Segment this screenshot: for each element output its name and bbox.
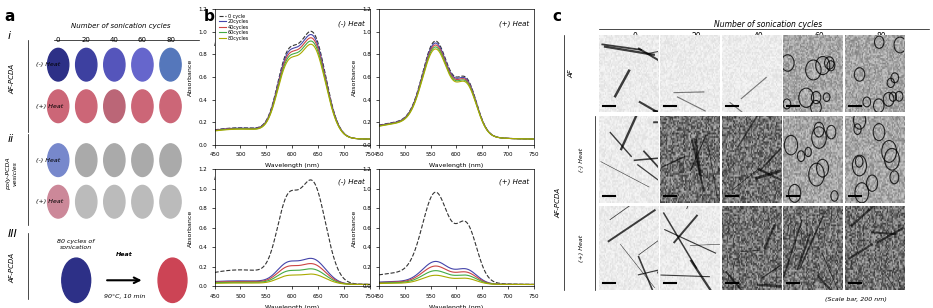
- Text: ii. poly-PCDA vesicles: ii. poly-PCDA vesicles: [215, 172, 332, 182]
- Text: (-) Heat: (-) Heat: [338, 179, 365, 185]
- Circle shape: [104, 144, 125, 176]
- Y-axis label: Absorbance: Absorbance: [352, 209, 357, 246]
- Text: 60: 60: [138, 37, 146, 43]
- Text: 60: 60: [815, 32, 825, 41]
- Circle shape: [132, 144, 153, 176]
- Text: Number of sonication cycles: Number of sonication cycles: [714, 20, 822, 29]
- X-axis label: Wavelength (nm): Wavelength (nm): [265, 305, 319, 308]
- Text: 40: 40: [110, 37, 118, 43]
- Circle shape: [132, 90, 153, 123]
- Text: AF-PCDA: AF-PCDA: [9, 63, 15, 94]
- Text: b: b: [204, 9, 215, 24]
- Circle shape: [160, 144, 181, 176]
- Text: Heat: Heat: [116, 252, 132, 257]
- X-axis label: Wavelength (nm): Wavelength (nm): [429, 163, 483, 168]
- Text: (-) Heat: (-) Heat: [338, 20, 365, 27]
- Text: 20: 20: [691, 32, 702, 41]
- Text: poly-PCDA
vesicles: poly-PCDA vesicles: [7, 158, 18, 190]
- X-axis label: Wavelength (nm): Wavelength (nm): [429, 305, 483, 308]
- Legend: 0 cycle, 20cycles, 40cycles, 60cycles, 80cycles: 0 cycle, 20cycles, 40cycles, 60cycles, 8…: [217, 12, 251, 43]
- Text: III: III: [8, 229, 18, 239]
- Circle shape: [132, 48, 153, 81]
- Text: i: i: [8, 31, 11, 41]
- Circle shape: [76, 185, 97, 218]
- Text: 80 cycles of
sonication: 80 cycles of sonication: [58, 239, 95, 250]
- Circle shape: [76, 144, 97, 176]
- Text: AF: AF: [569, 70, 575, 78]
- Text: (+) Heat: (+) Heat: [36, 104, 63, 109]
- Circle shape: [48, 144, 69, 176]
- Text: (+) Heat: (+) Heat: [36, 199, 63, 204]
- Circle shape: [48, 185, 69, 218]
- Circle shape: [160, 48, 181, 81]
- Text: 40: 40: [753, 32, 763, 41]
- Text: 0: 0: [633, 32, 637, 41]
- Circle shape: [104, 185, 125, 218]
- Text: (Scale bar, 200 nm): (Scale bar, 200 nm): [825, 297, 887, 302]
- Circle shape: [62, 258, 91, 302]
- Text: (+) Heat: (+) Heat: [499, 179, 529, 185]
- Circle shape: [48, 90, 69, 123]
- Circle shape: [76, 90, 97, 123]
- X-axis label: Wavelength (nm): Wavelength (nm): [265, 163, 319, 168]
- Y-axis label: Absorbance: Absorbance: [188, 59, 192, 95]
- Text: (-) Heat: (-) Heat: [36, 158, 61, 163]
- Circle shape: [160, 90, 181, 123]
- Text: (-) Heat: (-) Heat: [36, 62, 61, 67]
- Text: 80: 80: [166, 37, 175, 43]
- Text: 90°C, 10 min: 90°C, 10 min: [104, 294, 145, 299]
- Text: 80: 80: [876, 32, 886, 41]
- Circle shape: [76, 48, 97, 81]
- Circle shape: [160, 185, 181, 218]
- Y-axis label: Absorbance: Absorbance: [352, 59, 357, 95]
- Circle shape: [104, 90, 125, 123]
- Circle shape: [48, 48, 69, 81]
- Text: Number of sonication cycles: Number of sonication cycles: [71, 23, 170, 29]
- Text: ii: ii: [8, 134, 14, 144]
- Text: c: c: [552, 9, 562, 24]
- Text: 20: 20: [82, 37, 91, 43]
- Y-axis label: Absorbance: Absorbance: [188, 209, 192, 246]
- Text: (-) Heat: (-) Heat: [578, 147, 584, 172]
- Text: 0: 0: [56, 37, 61, 43]
- Text: (+) Heat: (+) Heat: [499, 20, 529, 27]
- Text: AF-PCDA: AF-PCDA: [555, 188, 562, 217]
- Circle shape: [158, 258, 187, 302]
- Text: AF-PCDA: AF-PCDA: [9, 253, 15, 283]
- Text: i. AP-PCDA: i. AP-PCDA: [215, 38, 273, 48]
- Circle shape: [104, 48, 125, 81]
- Text: (+) Heat: (+) Heat: [578, 234, 584, 261]
- Circle shape: [132, 185, 153, 218]
- Text: a: a: [4, 9, 14, 24]
